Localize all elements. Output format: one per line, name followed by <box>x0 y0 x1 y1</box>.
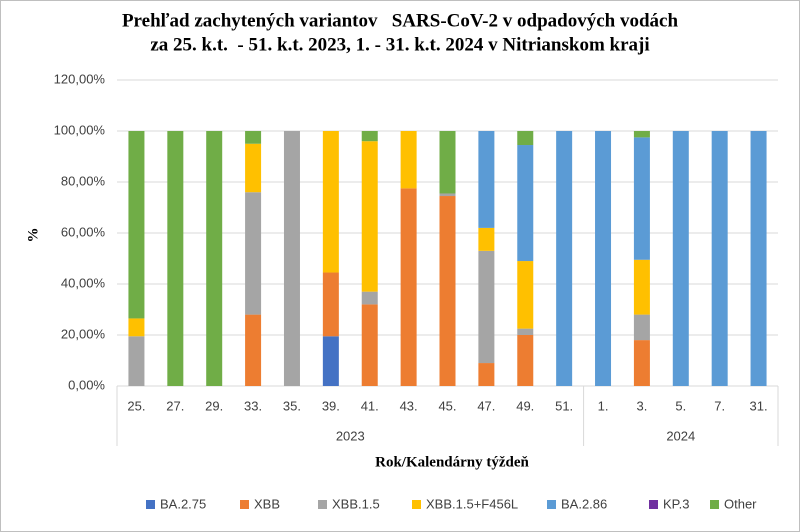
x-tick-label: 5. <box>675 398 686 413</box>
y-tick-label: 80,00% <box>61 173 106 188</box>
group-label: 2023 <box>336 428 365 443</box>
x-tick-label: 45. <box>438 398 456 413</box>
bar-segment <box>439 131 456 194</box>
group-label: 2024 <box>666 428 695 443</box>
x-tick-label: 29. <box>205 398 223 413</box>
y-tick-label: 40,00% <box>61 275 106 290</box>
bar-segment <box>478 363 495 386</box>
bar-segment <box>517 145 534 262</box>
legend-label: XBB <box>254 496 280 511</box>
legend-swatch <box>240 500 249 509</box>
x-tick-label: 31. <box>750 398 768 413</box>
x-tick-label: 47. <box>477 398 495 413</box>
bar-segment <box>517 328 534 335</box>
bar-segment <box>556 131 573 386</box>
legend-swatch <box>547 500 556 509</box>
bar-segment <box>400 131 417 189</box>
legend-label: Other <box>724 496 757 511</box>
bar-segment <box>478 250 495 364</box>
bar-segment <box>322 272 339 337</box>
x-tick-label: 39. <box>322 398 340 413</box>
y-tick-label: 20,00% <box>61 326 106 341</box>
bar-segment <box>361 304 378 386</box>
bar-segment <box>283 131 300 386</box>
y-tick-label: 60,00% <box>61 224 106 239</box>
bar-segment <box>128 336 145 386</box>
bar-segment <box>206 131 223 386</box>
x-axis-title: Rok/Kalendárny týždeň <box>375 454 529 470</box>
x-tick-label: 25. <box>127 398 145 413</box>
legend-label: BA.2.86 <box>561 496 607 511</box>
bar-segment <box>517 335 534 386</box>
legend-swatch <box>146 500 155 509</box>
bar-segment <box>322 336 339 386</box>
y-tick-label: 0,00% <box>68 377 105 392</box>
bar-segment <box>245 192 262 315</box>
bar-segment <box>672 131 689 386</box>
x-tick-label: 41. <box>361 398 379 413</box>
bar-segment <box>633 259 650 315</box>
bar-segment <box>361 141 378 292</box>
legend-label: BA.2.75 <box>160 496 206 511</box>
x-tick-label: 27. <box>166 398 184 413</box>
x-tick-label: 3. <box>636 398 647 413</box>
x-tick-label: 51. <box>555 398 573 413</box>
bar-segment <box>595 131 612 386</box>
legend-label: KP.3 <box>663 496 690 511</box>
x-tick-label: 43. <box>400 398 418 413</box>
legend-label: XBB.1.5+F456L <box>426 496 518 511</box>
y-tick-label: 120,00% <box>54 71 106 86</box>
bar-segment <box>478 227 495 251</box>
bar-segment <box>633 137 650 260</box>
legend-swatch <box>412 500 421 509</box>
bar-segment <box>245 143 262 193</box>
bar-segment <box>167 131 184 386</box>
bar-segment <box>245 131 262 144</box>
legend-swatch <box>710 500 719 509</box>
bar-segment <box>439 193 456 197</box>
x-tick-label: 33. <box>244 398 262 413</box>
legend-swatch <box>318 500 327 509</box>
bar-segment <box>400 188 417 386</box>
bar-segment <box>478 131 495 228</box>
bar-segment <box>517 131 534 146</box>
x-tick-label: 35. <box>283 398 301 413</box>
y-axis-title: % <box>25 228 41 243</box>
bar-segment <box>750 131 767 386</box>
bar-segment <box>322 131 339 273</box>
y-tick-label: 100,00% <box>54 122 106 137</box>
bar-segment <box>633 340 650 386</box>
bar-segment <box>517 261 534 329</box>
chart-title: za 25. k.t. - 51. k.t. 2023, 1. - 31. k.… <box>150 34 649 55</box>
bar-segment <box>633 131 650 138</box>
x-tick-label: 49. <box>516 398 534 413</box>
legend-label: XBB.1.5 <box>332 496 380 511</box>
x-tick-label: 7. <box>714 398 725 413</box>
chart-title: Prehľad zachytených variantov SARS-CoV-2… <box>122 10 678 31</box>
bar-segment <box>361 131 378 142</box>
bar-segment <box>361 291 378 305</box>
bar-segment <box>711 131 728 386</box>
bar-segment <box>633 314 650 341</box>
bar-segment <box>245 314 262 386</box>
bar-segment <box>439 196 456 386</box>
legend-swatch <box>649 500 658 509</box>
x-tick-label: 1. <box>598 398 609 413</box>
bar-segment <box>128 131 145 319</box>
bar-segment <box>128 318 145 337</box>
